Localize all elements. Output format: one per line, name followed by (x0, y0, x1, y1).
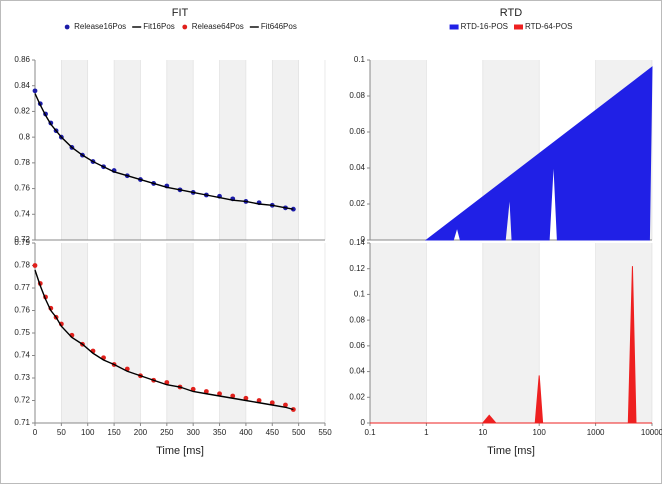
y-tick-label: 0.12 (349, 264, 365, 273)
x-tick-label: 500 (292, 428, 306, 437)
y-tick-label: 0 (361, 418, 366, 427)
data-point (32, 88, 38, 94)
legend-label: Fit16Pos (143, 22, 175, 31)
chart-title: FIT (172, 7, 189, 19)
x-tick-label: 550 (318, 428, 332, 437)
legend: RTD-16-POS RTD-64-POS (449, 22, 572, 31)
x-tick-label: 100 (81, 428, 95, 437)
y-tick-label: 0.14 (349, 238, 365, 247)
y-tick-label: 0.76 (14, 184, 30, 193)
legend-swatch (132, 26, 142, 28)
y-tick-label: 0.73 (14, 373, 30, 382)
y-tick-label: 0.04 (349, 163, 365, 172)
grid-band (166, 60, 194, 240)
legend: Release16Pos Fit16Pos Release64Pos Fit646Po… (64, 22, 297, 31)
grid-band (272, 60, 299, 240)
area (424, 66, 653, 241)
legend-swatch (449, 24, 459, 30)
legend-marker (182, 24, 188, 30)
grid-band (166, 243, 194, 423)
y-tick-label: 0.72 (14, 235, 30, 244)
area (370, 266, 652, 424)
y-tick-label: 0.77 (14, 283, 30, 292)
legend-label: RTD-64-POS (525, 22, 572, 31)
fit-line (34, 93, 294, 210)
x-tick-label: 100 (533, 428, 547, 437)
grid-band (114, 243, 141, 423)
data-point (256, 398, 262, 403)
grid-band (114, 60, 141, 240)
y-tick-label: 0.02 (349, 392, 365, 401)
y-tick-label: 0 (361, 235, 366, 244)
data-point (243, 395, 249, 401)
grid-band (482, 243, 540, 423)
legend-swatch (249, 26, 259, 28)
y-tick-label: 0.75 (14, 328, 30, 337)
legend-label: Release64Pos (192, 22, 244, 31)
data-point (203, 389, 209, 394)
grid-band (219, 60, 246, 240)
x-tick-label: 50 (57, 428, 66, 437)
x-tick-label: 450 (266, 428, 280, 437)
chart-title: RTD (500, 7, 522, 19)
y-tick-label: 0.74 (14, 209, 30, 218)
data-point (217, 391, 222, 397)
x-tick-label: 350 (213, 428, 227, 437)
y-tick-label: 0.74 (14, 351, 30, 360)
grid-band (370, 60, 427, 240)
grid-band (219, 243, 246, 423)
legend-label: Release16Pos (74, 22, 126, 31)
y-tick-label: 0.79 (14, 238, 30, 247)
legend-label: Fit646Pos (261, 22, 297, 31)
x-axis-label: Time [ms] (156, 445, 204, 457)
y-tick-label: 0.1 (354, 290, 366, 299)
y-tick-label: 0.06 (349, 127, 365, 136)
legend-marker (64, 24, 70, 30)
grid-band (370, 243, 427, 423)
y-tick-label: 0.72 (14, 396, 30, 405)
legend-label: RTD-16-POS (461, 22, 508, 31)
x-tick-label: 0.1 (364, 428, 376, 437)
x-tick-label: 10000 (641, 428, 662, 437)
y-tick-label: 0.04 (349, 367, 365, 376)
data-point (230, 393, 236, 399)
y-tick-label: 0.84 (14, 81, 30, 90)
y-tick-label: 0.78 (14, 261, 30, 270)
grid-band (595, 243, 652, 423)
x-tick-label: 400 (239, 428, 253, 437)
y-tick-label: 0.08 (349, 315, 365, 324)
y-tick-label: 0.06 (349, 341, 365, 350)
x-tick-label: 300 (187, 428, 201, 437)
x-tick-label: 1 (424, 428, 429, 437)
fit-line (34, 269, 294, 411)
x-tick-label: 150 (107, 428, 121, 437)
legend-swatch (514, 24, 523, 30)
x-tick-label: 1000 (587, 428, 605, 437)
data-point (269, 400, 275, 406)
y-tick-label: 0.86 (14, 55, 30, 64)
x-tick-label: 250 (160, 428, 174, 437)
grid-band (272, 243, 299, 423)
y-tick-label: 0.78 (14, 158, 30, 167)
x-tick-label: 200 (134, 428, 148, 437)
grid-band (61, 243, 88, 423)
y-tick-label: 0.71 (14, 418, 30, 427)
x-axis-label: Time [ms] (487, 445, 535, 457)
x-tick-label: 10 (478, 428, 487, 437)
data-point (283, 402, 288, 408)
y-tick-label: 0.76 (14, 306, 30, 315)
x-tick-label: 0 (33, 428, 38, 437)
y-tick-label: 0.02 (349, 199, 365, 208)
y-tick-label: 0.8 (19, 132, 31, 141)
data-point (32, 263, 38, 268)
y-tick-label: 0.82 (14, 107, 30, 116)
y-tick-label: 0.08 (349, 91, 365, 100)
y-tick-label: 0.1 (354, 55, 366, 64)
